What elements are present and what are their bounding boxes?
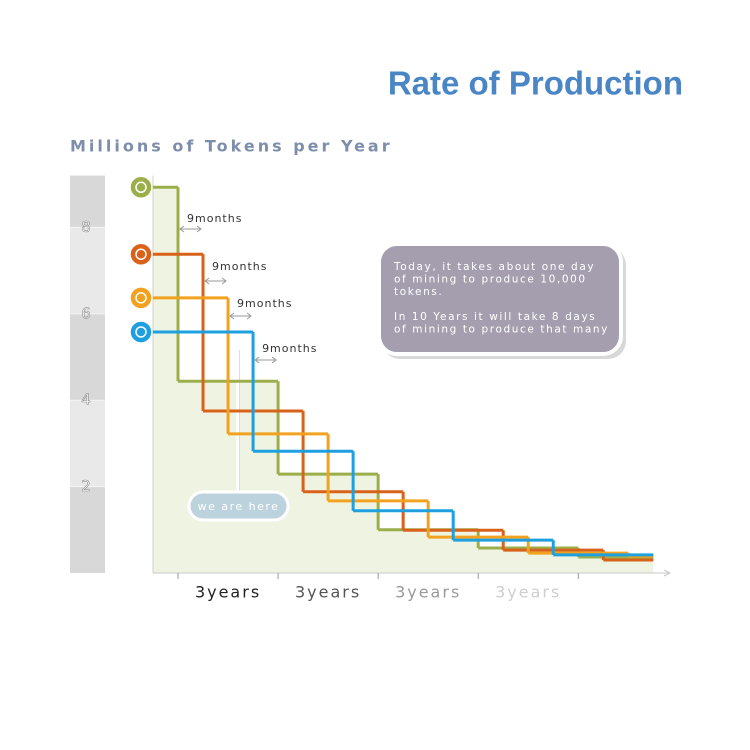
annotation: 9months xyxy=(212,260,267,273)
note-box xyxy=(377,242,623,356)
period-label: 3years xyxy=(495,583,561,602)
annotation: 9months xyxy=(262,342,317,355)
series-icon xyxy=(129,286,153,310)
note-text: tokens. xyxy=(394,286,443,298)
period-label: 3years xyxy=(295,583,361,602)
y-band-stripe xyxy=(70,313,105,401)
series-icon-glyph xyxy=(135,248,147,260)
marker-pill xyxy=(187,490,290,522)
annotation: 9months xyxy=(237,297,292,310)
area-fill xyxy=(153,187,654,574)
note-text: of mining to produce 10,000 xyxy=(394,274,587,286)
series-icon-glyph xyxy=(135,326,147,338)
series-icon-glyph xyxy=(135,292,147,304)
annotation: 9months xyxy=(187,212,242,225)
series-icon xyxy=(129,242,153,266)
annotation-arrow-head xyxy=(204,277,227,285)
note-text: In 10 Years it will take 8 days xyxy=(394,311,596,323)
note-text: of mining to produce that many xyxy=(394,324,609,336)
annotation-arrow-head xyxy=(254,356,277,364)
y-band-stripe xyxy=(70,486,105,573)
annotation-arrow-head xyxy=(229,312,252,320)
series-icon xyxy=(129,320,153,344)
y-tick-label: 2 xyxy=(81,477,91,495)
y-band-stripe xyxy=(70,175,105,228)
y-axis-title: Millions of Tokens per Year xyxy=(70,137,393,156)
period-label: 3years xyxy=(395,583,461,602)
chart-title: Rate of Production xyxy=(388,65,683,102)
x-axis-arrow xyxy=(663,569,672,577)
period-label: 3years xyxy=(195,583,261,602)
y-tick-label: 8 xyxy=(81,218,91,236)
note-text: Today, it takes about one day xyxy=(393,261,595,273)
series-icon-glyph xyxy=(135,181,147,194)
annotation-arrow-head xyxy=(179,225,202,233)
marker-label: we are here xyxy=(198,500,280,513)
y-tick-label: 6 xyxy=(81,304,91,322)
series-icon xyxy=(129,175,153,200)
y-tick-label: 4 xyxy=(81,391,91,409)
